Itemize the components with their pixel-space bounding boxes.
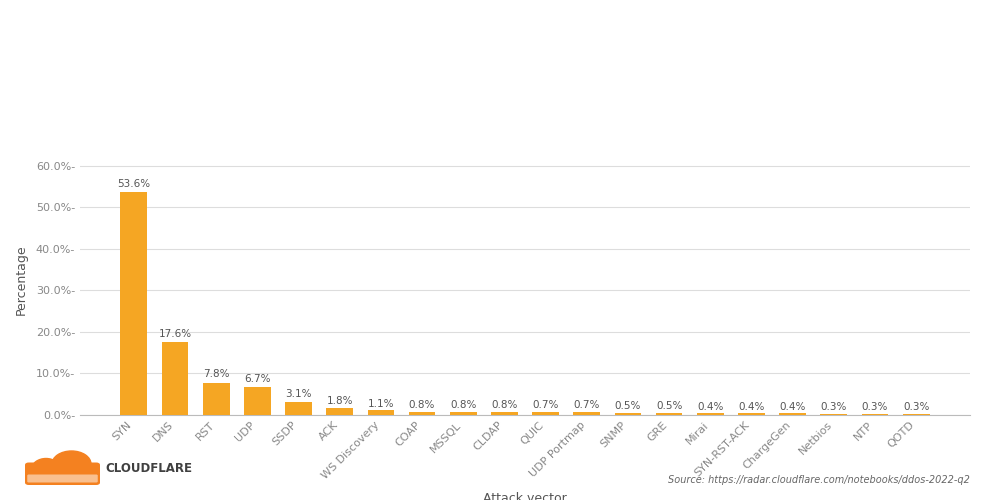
Text: 0.8%: 0.8% (409, 400, 435, 410)
Bar (573, 412, 600, 415)
Bar (244, 387, 271, 415)
Bar (820, 414, 847, 415)
FancyBboxPatch shape (25, 462, 100, 485)
Bar (615, 413, 641, 415)
Bar (491, 412, 518, 415)
Bar (409, 412, 435, 415)
Text: 0.7%: 0.7% (532, 400, 559, 410)
Bar (203, 382, 230, 415)
Text: 0.3%: 0.3% (903, 402, 929, 412)
Text: 0.7%: 0.7% (574, 400, 600, 410)
Bar (285, 402, 312, 415)
Text: 0.3%: 0.3% (862, 402, 888, 412)
Text: 6.7%: 6.7% (244, 374, 271, 384)
Text: CLOUDFLARE: CLOUDFLARE (105, 462, 192, 475)
Text: 0.4%: 0.4% (697, 402, 723, 411)
Text: 1.1%: 1.1% (368, 399, 394, 409)
Circle shape (903, 67, 915, 76)
Bar (862, 414, 888, 415)
Bar (368, 410, 394, 415)
FancyBboxPatch shape (27, 474, 98, 482)
Bar (779, 414, 806, 415)
Text: Source: https://radar.cloudflare.com/notebooks/ddos-2022-q2: Source: https://radar.cloudflare.com/not… (668, 475, 970, 485)
X-axis label: Attack vector: Attack vector (483, 492, 567, 500)
Text: 17.6%: 17.6% (158, 328, 192, 338)
Bar (162, 342, 188, 415)
Text: 3.1%: 3.1% (285, 389, 312, 399)
Bar (697, 414, 724, 415)
Text: 0.8%: 0.8% (491, 400, 518, 410)
Text: 1.8%: 1.8% (326, 396, 353, 406)
Ellipse shape (52, 451, 91, 477)
Text: 7.8%: 7.8% (203, 370, 229, 380)
Bar (450, 412, 477, 415)
Bar (120, 192, 147, 415)
Bar (326, 408, 353, 415)
Text: 0.5%: 0.5% (615, 402, 641, 411)
Text: Network-Layer DDoS Attacks - Distribution by top attack vectors: Network-Layer DDoS Attacks - Distributio… (25, 50, 788, 70)
Text: 0.8%: 0.8% (450, 400, 476, 410)
Bar (738, 414, 765, 415)
Bar (532, 412, 559, 415)
Bar (656, 413, 682, 415)
Text: 0.4%: 0.4% (738, 402, 765, 411)
Bar (903, 414, 930, 415)
Text: 0.3%: 0.3% (821, 402, 847, 412)
Ellipse shape (32, 458, 60, 479)
Text: 0.5%: 0.5% (656, 402, 682, 411)
Text: 0.4%: 0.4% (779, 402, 806, 411)
Text: 53.6%: 53.6% (117, 179, 150, 189)
Y-axis label: Percentage: Percentage (14, 244, 27, 316)
